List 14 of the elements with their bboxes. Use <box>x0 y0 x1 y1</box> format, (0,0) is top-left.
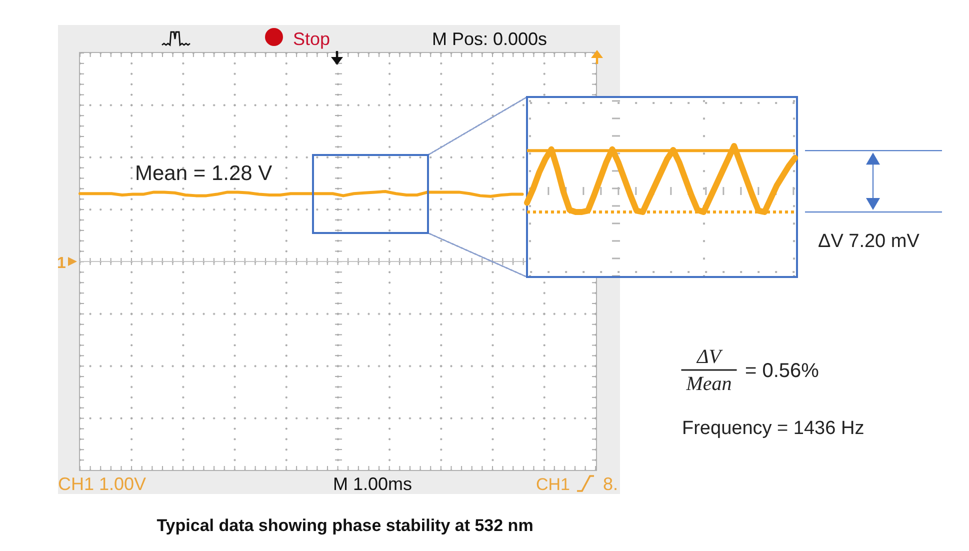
text: ΔV 7.20 mV <box>818 231 920 252</box>
text: Stop <box>293 29 330 49</box>
text: M Pos: 0.000s <box>432 29 548 49</box>
text: CH1 <box>536 475 570 494</box>
text: 1 <box>57 255 66 272</box>
text: M 1.00ms <box>333 474 412 494</box>
text: Typical data showing phase stability at 532 nm <box>156 516 534 535</box>
text: Mean <box>685 373 732 395</box>
text: 8. <box>603 474 618 494</box>
text: = 0.56% <box>745 360 820 382</box>
text: CH1 1.00V <box>58 474 146 494</box>
text: ΔV <box>696 346 724 368</box>
text: Frequency = 1436 Hz <box>682 418 864 439</box>
text: Mean = 1.28 V <box>135 162 272 185</box>
